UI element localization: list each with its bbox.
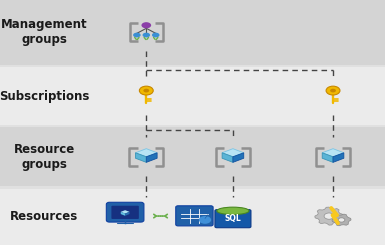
Polygon shape — [125, 212, 129, 216]
Text: Management
groups: Management groups — [1, 18, 88, 47]
Bar — [0, 189, 385, 245]
Circle shape — [157, 215, 160, 217]
Bar — [0, 127, 385, 186]
Circle shape — [133, 33, 141, 37]
Polygon shape — [136, 149, 157, 157]
Circle shape — [326, 86, 340, 95]
Circle shape — [159, 215, 162, 217]
Polygon shape — [233, 153, 244, 162]
FancyBboxPatch shape — [176, 206, 213, 226]
Polygon shape — [322, 149, 344, 157]
Circle shape — [152, 33, 159, 37]
FancyBboxPatch shape — [106, 202, 144, 222]
Circle shape — [324, 213, 334, 219]
Text: SQL: SQL — [224, 214, 241, 223]
Bar — [0, 0, 385, 65]
Text: Resources: Resources — [10, 210, 79, 223]
Circle shape — [141, 22, 151, 28]
Text: Subscriptions: Subscriptions — [0, 90, 89, 103]
Polygon shape — [322, 153, 333, 162]
FancyBboxPatch shape — [111, 206, 139, 219]
Polygon shape — [222, 149, 244, 157]
Circle shape — [139, 86, 153, 95]
Polygon shape — [222, 153, 233, 162]
Polygon shape — [315, 207, 343, 225]
Ellipse shape — [217, 207, 249, 215]
Polygon shape — [333, 153, 344, 162]
Circle shape — [199, 216, 211, 224]
Circle shape — [143, 89, 149, 92]
Polygon shape — [121, 212, 125, 216]
Polygon shape — [332, 214, 351, 226]
Polygon shape — [121, 210, 129, 214]
Bar — [0, 67, 385, 125]
Circle shape — [338, 218, 345, 222]
Text: Resource
groups: Resource groups — [13, 143, 75, 171]
Circle shape — [161, 215, 164, 217]
Circle shape — [142, 33, 150, 37]
Circle shape — [330, 89, 336, 92]
Polygon shape — [146, 153, 157, 162]
FancyBboxPatch shape — [215, 210, 251, 228]
Polygon shape — [136, 153, 146, 162]
